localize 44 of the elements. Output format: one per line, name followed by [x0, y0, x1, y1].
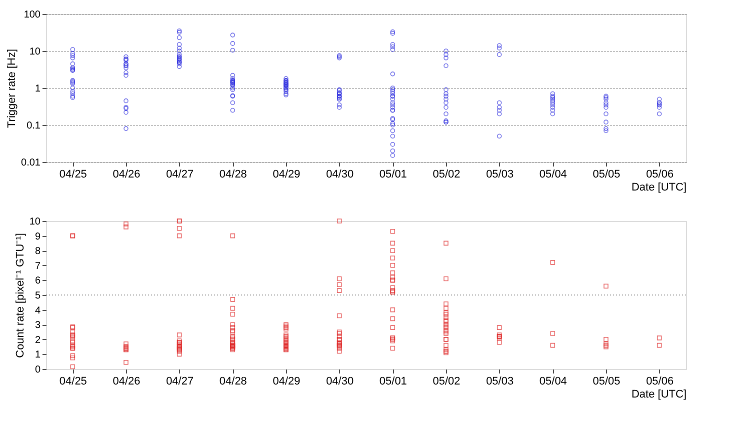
x-tick-label: 04/27 — [166, 376, 194, 388]
x-tick-label: 04/30 — [326, 376, 354, 388]
y-tick-label: 1 — [34, 350, 41, 361]
y-tick-label: 3 — [34, 320, 41, 332]
x-tick-label: 05/04 — [539, 168, 567, 180]
x-tick-label: 05/03 — [486, 168, 514, 180]
y-tick-label: 9 — [34, 231, 41, 242]
y-tick-label: 6 — [34, 276, 41, 287]
y-tick-label: 0.1 — [26, 120, 41, 132]
x-tick-label: 04/27 — [166, 168, 194, 180]
y-tick-label: 2 — [34, 334, 41, 346]
x-tick-label: 04/30 — [326, 168, 354, 180]
x-tick-label: 04/25 — [59, 376, 87, 388]
x-axis-title: Date [UTC] — [631, 388, 686, 400]
x-tick-label: 05/03 — [486, 376, 514, 388]
x-tick-label: 05/02 — [432, 168, 460, 180]
x-axis-title: Date [UTC] — [631, 182, 686, 194]
x-tick-label: 04/29 — [272, 168, 300, 180]
y-tick-label: 100 — [24, 10, 41, 20]
x-tick-label: 05/01 — [379, 168, 407, 180]
x-tick-label: 05/01 — [379, 376, 407, 388]
x-tick-label: 05/05 — [592, 168, 620, 180]
x-tick-label: 04/25 — [59, 168, 87, 180]
y-axis-title: Trigger rate [Hz] — [6, 48, 18, 128]
y-tick-label: 1 — [34, 84, 41, 94]
y-tick-label: 5 — [34, 290, 41, 302]
x-tick-label: 04/26 — [112, 376, 140, 388]
y-tick-label: 10 — [29, 216, 41, 228]
y-tick-label: 8 — [34, 246, 41, 258]
y-tick-label: 4 — [34, 305, 41, 316]
x-tick-label: 05/06 — [646, 168, 674, 180]
y-tick-label: 10 — [29, 46, 41, 58]
y-axis-title: Count rate [pixel⁻¹ GTU⁻¹] — [14, 233, 26, 358]
y-tick-label: 7 — [34, 260, 41, 272]
x-tick-label: 05/02 — [432, 376, 460, 388]
y-tick-label: 0 — [34, 364, 41, 376]
x-tick-label: 05/06 — [646, 376, 674, 388]
x-tick-label: 04/29 — [272, 376, 300, 388]
y-tick-label: 0.01 — [21, 158, 41, 168]
x-tick-label: 04/26 — [112, 168, 140, 180]
x-tick-label: 05/04 — [539, 376, 567, 388]
x-tick-label: 05/05 — [592, 376, 620, 388]
x-tick-label: 04/28 — [219, 376, 247, 388]
x-tick-label: 04/28 — [219, 168, 247, 180]
